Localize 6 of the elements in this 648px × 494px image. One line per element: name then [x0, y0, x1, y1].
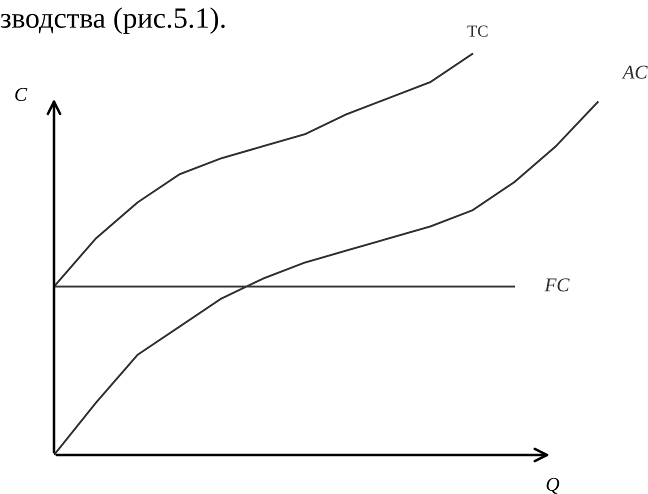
series-label: FC	[544, 278, 570, 292]
series-label: AC	[622, 66, 648, 79]
y-axis-title: C	[15, 88, 28, 101]
text: зводства (рис.5.1).	[0, 7, 225, 34]
series-label: TC	[467, 26, 488, 37]
x-axis-title: Q	[546, 478, 560, 494]
